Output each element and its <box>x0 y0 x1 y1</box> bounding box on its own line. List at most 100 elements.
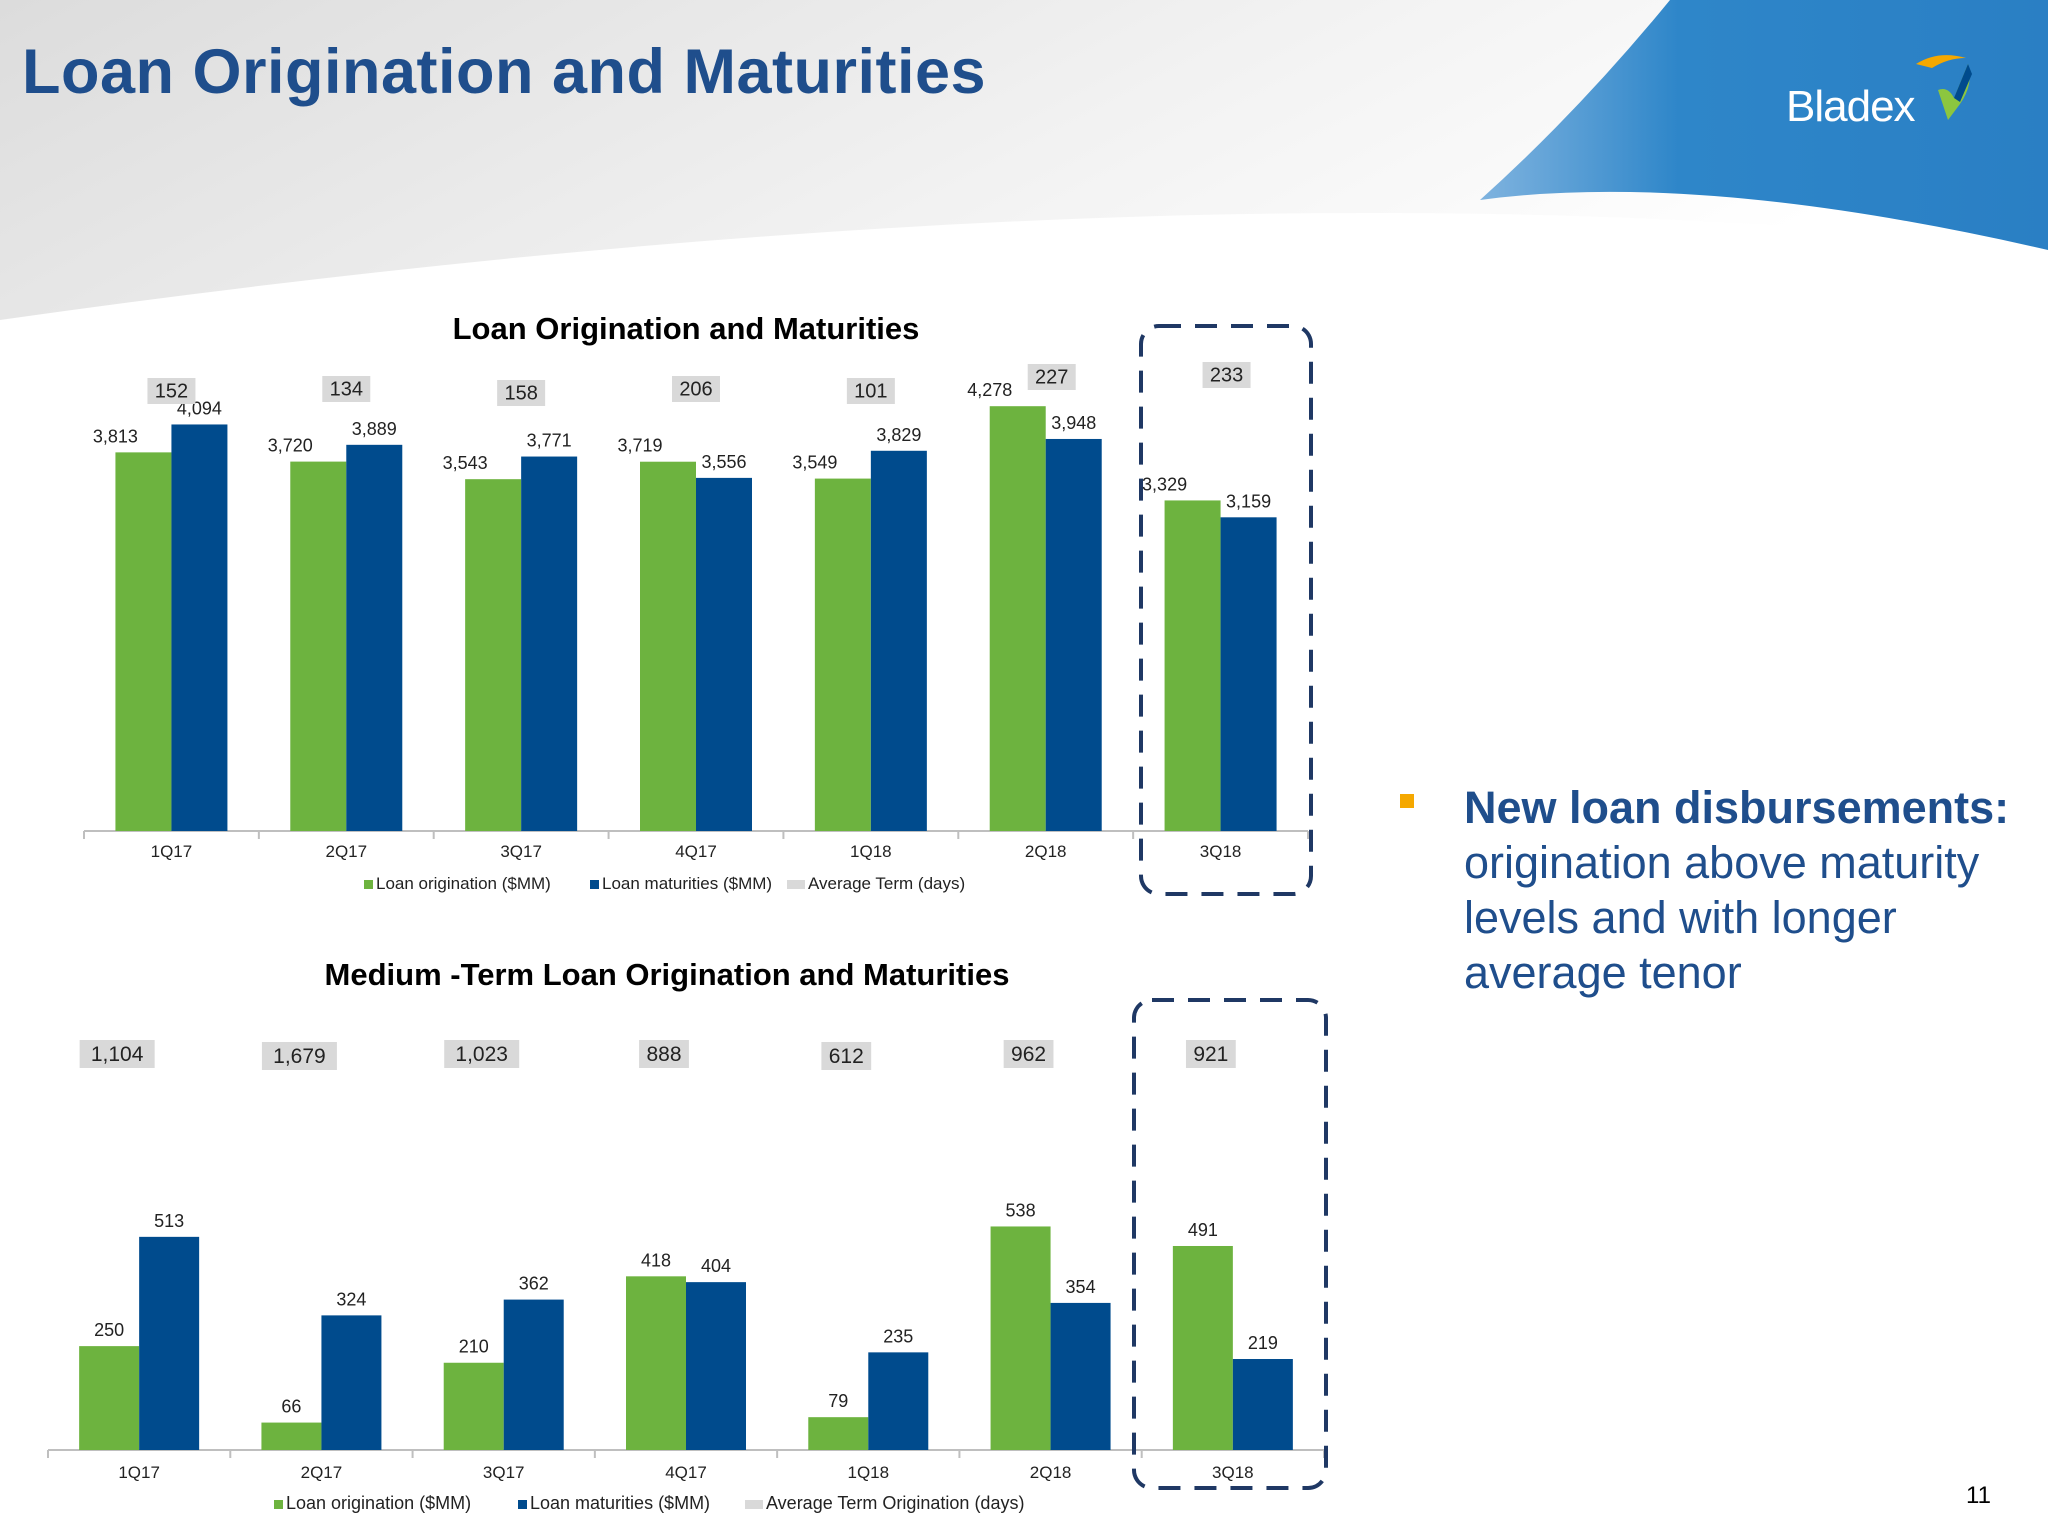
maturities-bar <box>521 456 578 831</box>
logo-text: Bladex <box>1786 82 1916 131</box>
origination-bar <box>989 406 1046 831</box>
origination-bar <box>443 1362 504 1450</box>
maturities-value-label: 235 <box>883 1326 913 1346</box>
chart-medium-term-loan: Medium -Term Loan Origination and Maturi… <box>47 957 1328 1513</box>
x-tick-label: 4Q17 <box>675 842 717 861</box>
maturities-bar <box>1045 438 1102 831</box>
highlight-box <box>1132 998 1328 1490</box>
page-number: 11 <box>1966 1482 1991 1509</box>
term-box <box>672 376 720 402</box>
legend-origination-label: Loan origination ($MM) <box>376 874 551 893</box>
x-tick-label: 2Q17 <box>301 1463 343 1482</box>
origination-value-label: 66 <box>281 1397 301 1417</box>
maturities-value-label: 354 <box>1066 1277 1096 1297</box>
term-box <box>79 1040 155 1068</box>
maturities-value-label: 3,829 <box>876 425 921 445</box>
maturities-value-label: 513 <box>154 1211 184 1231</box>
maturities-value-label: 3,159 <box>1226 491 1271 511</box>
x-tick-label: 2Q17 <box>325 842 367 861</box>
bird-logo-icon <box>1916 55 1972 120</box>
maturities-value-label: 3,948 <box>1051 413 1096 433</box>
term-value-label: 101 <box>854 381 887 403</box>
legend-average-term-label: Average Term Origination (days) <box>766 1493 1024 1513</box>
slide-title: Loan Origination and Maturities <box>22 37 987 107</box>
term-box <box>444 1040 520 1068</box>
maturities-bar <box>171 424 228 831</box>
chart-title: Loan Origination and Maturities <box>453 311 920 346</box>
term-value-label: 888 <box>646 1043 681 1066</box>
origination-bar <box>115 452 172 831</box>
term-box <box>1003 1040 1054 1068</box>
legend-maturities-swatch <box>518 1500 527 1509</box>
term-value-label: 1,023 <box>455 1043 508 1066</box>
origination-value-label: 3,329 <box>1142 474 1187 494</box>
bullet-text: New loan disbursements: origination abov… <box>1464 780 2048 1000</box>
x-tick-label: 1Q18 <box>847 1463 889 1482</box>
origination-bar <box>814 478 871 831</box>
bladex-logo: Bladex <box>1780 50 1990 140</box>
origination-value-label: 3,543 <box>443 453 488 473</box>
x-tick-label: 2Q18 <box>1030 1463 1072 1482</box>
origination-bar <box>808 1417 869 1450</box>
term-box <box>497 380 546 406</box>
term-box <box>846 378 895 404</box>
origination-bar <box>79 1346 140 1450</box>
x-tick-label: 3Q17 <box>500 842 542 861</box>
origination-bar <box>990 1226 1051 1450</box>
term-value-label: 1,679 <box>273 1045 326 1068</box>
term-box <box>147 378 196 404</box>
term-value-label: 158 <box>504 383 537 405</box>
legend-origination-swatch <box>364 880 373 889</box>
term-value-label: 206 <box>679 379 712 401</box>
origination-value-label: 210 <box>459 1337 489 1357</box>
x-tick-label: 1Q17 <box>118 1463 160 1482</box>
origination-value-label: 79 <box>828 1391 848 1411</box>
header-blue-swoosh <box>1480 0 2048 250</box>
maturities-value-label: 324 <box>336 1289 366 1309</box>
origination-value-label: 3,720 <box>268 436 313 456</box>
maturities-bar <box>1050 1302 1111 1450</box>
origination-bar <box>1172 1245 1233 1450</box>
legend-maturities-swatch <box>590 880 599 889</box>
origination-value-label: 250 <box>94 1320 124 1340</box>
x-tick-label: 1Q18 <box>850 842 892 861</box>
term-value-label: 134 <box>330 379 363 401</box>
maturities-bar <box>868 1352 929 1450</box>
maturities-bar <box>321 1315 382 1450</box>
x-tick-label: 4Q17 <box>665 1463 707 1482</box>
maturities-bar <box>686 1282 746 1450</box>
term-value-label: 152 <box>155 381 188 403</box>
maturities-bar <box>139 1236 200 1450</box>
origination-value-label: 3,813 <box>93 426 138 446</box>
legend-average-term-label: Average Term (days) <box>808 874 965 893</box>
origination-value-label: 4,278 <box>967 380 1012 400</box>
x-tick-label: 1Q17 <box>151 842 193 861</box>
term-box <box>639 1040 689 1068</box>
maturities-bar <box>696 477 752 831</box>
maturities-bar <box>503 1299 564 1450</box>
origination-bar <box>1164 500 1221 831</box>
term-value-label: 612 <box>829 1045 864 1068</box>
maturities-value-label: 3,771 <box>527 431 572 451</box>
term-value-label: 921 <box>1193 1043 1228 1066</box>
maturities-value-label: 362 <box>519 1274 549 1294</box>
origination-bar <box>261 1422 322 1450</box>
header-grey-band <box>0 0 2048 320</box>
maturities-value-label: 3,556 <box>701 452 746 472</box>
maturities-bar <box>1232 1359 1293 1450</box>
term-box <box>261 1042 337 1070</box>
term-value-label: 1,104 <box>91 1043 144 1066</box>
bullet-marker-icon <box>1400 794 1414 808</box>
term-value-label: 962 <box>1011 1043 1046 1066</box>
maturities-bar <box>346 444 403 831</box>
x-tick-label: 3Q18 <box>1212 1463 1254 1482</box>
legend-origination-swatch <box>274 1500 283 1509</box>
origination-value-label: 3,719 <box>617 436 662 456</box>
legend-origination-label: Loan origination ($MM) <box>286 1493 471 1513</box>
term-box <box>1185 1040 1236 1068</box>
chart-title: Medium -Term Loan Origination and Maturi… <box>325 957 1010 992</box>
origination-bar <box>626 1276 686 1450</box>
x-tick-label: 2Q18 <box>1025 842 1067 861</box>
legend-maturities-label: Loan maturities ($MM) <box>530 1493 710 1513</box>
legend-average-term-swatch <box>787 880 805 889</box>
